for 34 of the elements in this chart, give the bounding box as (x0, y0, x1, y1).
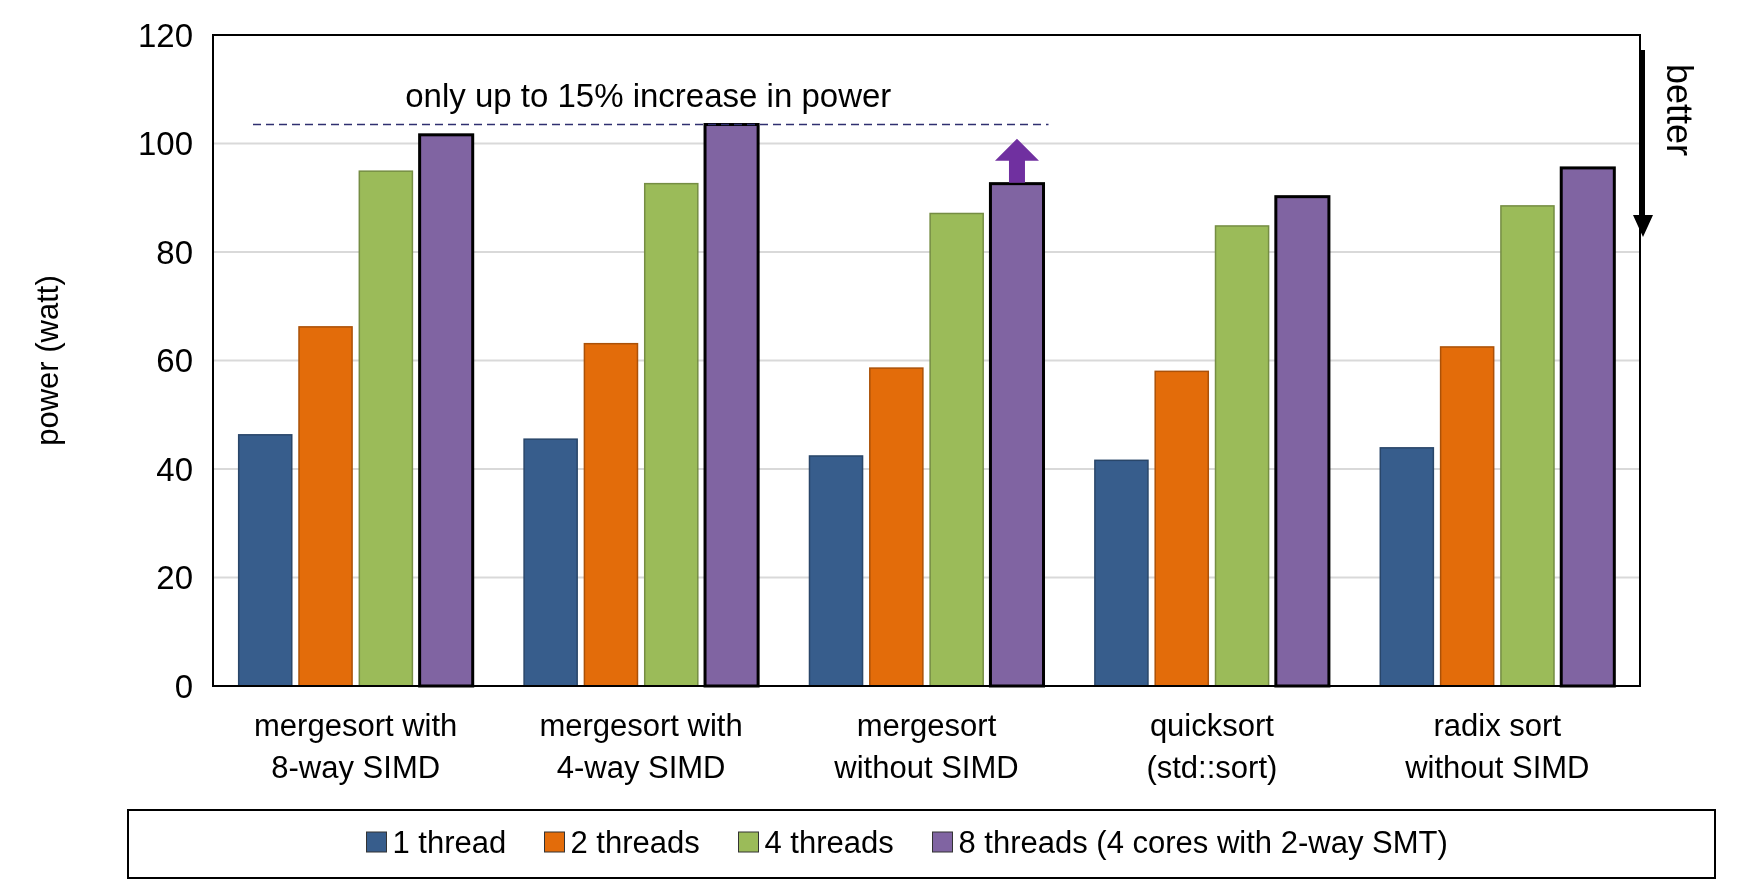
bar (358, 170, 414, 687)
y-tick-label: 80 (156, 233, 193, 271)
legend-label: 1 thread (392, 824, 507, 860)
bar (237, 434, 293, 687)
bar (869, 367, 924, 687)
y-tick-label: 40 (156, 450, 193, 488)
legend-label: 4 threads (764, 824, 894, 860)
x-tick-label: radix sort without SIMD (1404, 708, 1590, 785)
y-tick-label: 0 (174, 667, 193, 705)
legend-label: 2 threads (570, 824, 700, 860)
bar (808, 455, 864, 687)
bar (583, 342, 639, 687)
y-tick-label: 20 (156, 559, 193, 597)
bar (1214, 225, 1270, 687)
bar (929, 212, 984, 687)
y-axis-title: power (watt) (30, 275, 65, 446)
y-tick-label: 60 (156, 342, 193, 380)
bar (1500, 205, 1555, 687)
x-tick-label: mergesort with 4-way SIMD (539, 708, 743, 785)
bar (1094, 459, 1149, 687)
text: better (1659, 63, 1701, 157)
bar (298, 326, 353, 687)
x-tick-label: mergesort with 8-way SIMD (254, 708, 458, 785)
x-tick-label: quicksort (std::sort) (1146, 708, 1278, 785)
bar (1379, 447, 1435, 687)
bar (643, 182, 699, 687)
bar (523, 438, 578, 687)
y-tick-label: 100 (137, 125, 193, 163)
y-tick-label: 120 (137, 16, 193, 54)
ref-line-label: only up to 15% increase in power (405, 76, 892, 114)
bar (1439, 346, 1495, 687)
legend-label: 8 threads (4 cores with 2-way SMT) (958, 824, 1448, 860)
x-tick-label: mergesort without SIMD (833, 708, 1019, 785)
bar (1154, 370, 1210, 687)
